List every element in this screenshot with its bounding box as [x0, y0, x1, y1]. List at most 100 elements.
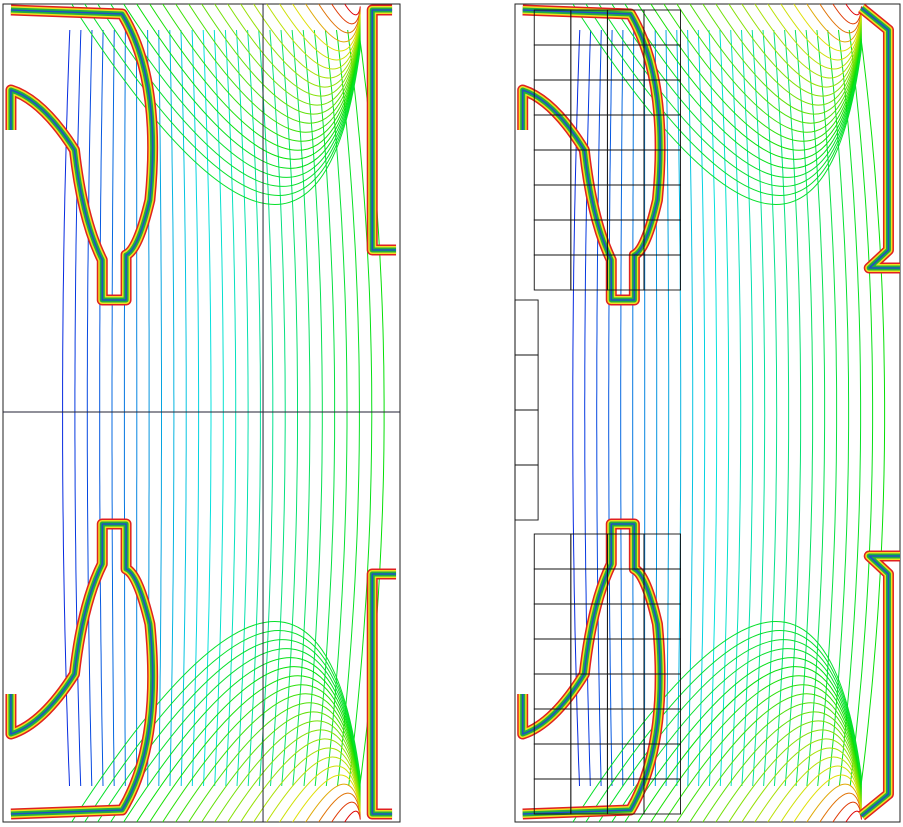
corner-contour	[650, 3, 862, 151]
corner-contour	[162, 3, 361, 142]
electrode-band	[10, 523, 154, 815]
corner-contour	[123, 3, 361, 169]
field-line	[665, 29, 670, 787]
corner-contour	[227, 3, 361, 97]
corner-contour	[793, 3, 862, 52]
mesh-cell	[643, 254, 681, 291]
corner-contour	[572, 3, 862, 205]
corner-contour	[188, 3, 361, 124]
corner-contour	[279, 3, 361, 61]
corner-contour	[331, 801, 361, 823]
corner-contour	[253, 3, 361, 79]
corner-contour	[162, 684, 361, 823]
field-line	[269, 29, 286, 787]
corner-contour	[214, 3, 361, 106]
corner-contour	[136, 666, 361, 823]
corner-contour	[819, 792, 862, 823]
corner-contour	[253, 747, 361, 823]
mesh-cell	[643, 533, 681, 570]
field-line	[180, 29, 187, 787]
corner-contour	[663, 684, 862, 823]
corner-contour	[292, 774, 361, 823]
field-line	[247, 29, 261, 787]
corner-contour	[585, 3, 862, 196]
corner-contour	[71, 3, 361, 205]
corner-contour	[279, 765, 361, 823]
field-line	[258, 29, 274, 787]
field-line	[280, 29, 298, 787]
field-line	[848, 29, 874, 787]
corner-contour	[331, 3, 361, 25]
field-line	[816, 29, 838, 787]
corner-contour	[780, 3, 862, 61]
electrode-band	[371, 9, 397, 251]
corner-contour	[637, 3, 862, 160]
corner-contour	[110, 648, 361, 823]
field-line	[859, 29, 886, 787]
field-line	[708, 29, 718, 787]
corner-contour	[689, 702, 862, 823]
field-line	[123, 29, 126, 786]
corner-contour	[676, 3, 862, 133]
corner-contour	[266, 756, 361, 823]
field-line	[572, 29, 581, 787]
corner-contour	[624, 657, 862, 823]
field-line	[302, 29, 323, 787]
corner-contour	[149, 675, 361, 823]
left-panel	[2, 3, 401, 823]
corner-contour	[702, 3, 862, 115]
electrode-band	[371, 573, 397, 815]
corner-contour	[689, 3, 862, 124]
corner-contour	[305, 3, 361, 43]
mesh-cell	[514, 464, 539, 521]
corner-contour	[663, 3, 862, 142]
electrode-band	[860, 7, 900, 269]
field-line	[762, 29, 778, 787]
corner-contour	[780, 765, 862, 823]
corner-contour	[188, 702, 361, 823]
corner-contour	[715, 720, 862, 823]
corner-contour	[97, 3, 361, 187]
corner-contour	[227, 729, 361, 823]
corner-contour	[611, 3, 862, 178]
field-line	[784, 29, 802, 787]
field-line	[773, 29, 790, 787]
field-line	[676, 29, 682, 787]
corner-contour	[819, 3, 862, 34]
corner-contour	[240, 738, 361, 823]
corner-contour	[110, 3, 361, 178]
corner-contour	[806, 3, 862, 43]
corner-contour	[767, 3, 862, 70]
corner-contour	[175, 3, 361, 133]
corner-contour	[149, 3, 361, 151]
electrode-band	[521, 9, 661, 301]
corner-contour	[201, 711, 361, 823]
corner-contour	[806, 783, 862, 823]
electrode-band	[860, 555, 900, 817]
field-line	[99, 29, 104, 787]
corner-contour	[728, 729, 862, 823]
corner-contour	[650, 675, 862, 823]
corner-contour	[611, 648, 862, 823]
field-line	[158, 29, 162, 787]
corner-contour	[702, 711, 862, 823]
corner-contour	[585, 630, 862, 823]
field-line	[751, 29, 766, 787]
corner-contour	[318, 3, 361, 34]
corner-contour	[318, 792, 361, 823]
corner-contour	[637, 666, 862, 823]
corner-contour	[676, 693, 862, 823]
corner-contour	[240, 3, 361, 88]
corner-contour	[793, 774, 862, 823]
field-line	[62, 29, 71, 787]
corner-contour	[214, 720, 361, 823]
corner-contour	[136, 3, 361, 160]
field-line	[111, 29, 115, 787]
field-line	[741, 29, 754, 787]
field-line	[838, 29, 862, 787]
electrode-band	[10, 9, 154, 301]
corner-contour	[175, 693, 361, 823]
corner-contour	[728, 3, 862, 97]
